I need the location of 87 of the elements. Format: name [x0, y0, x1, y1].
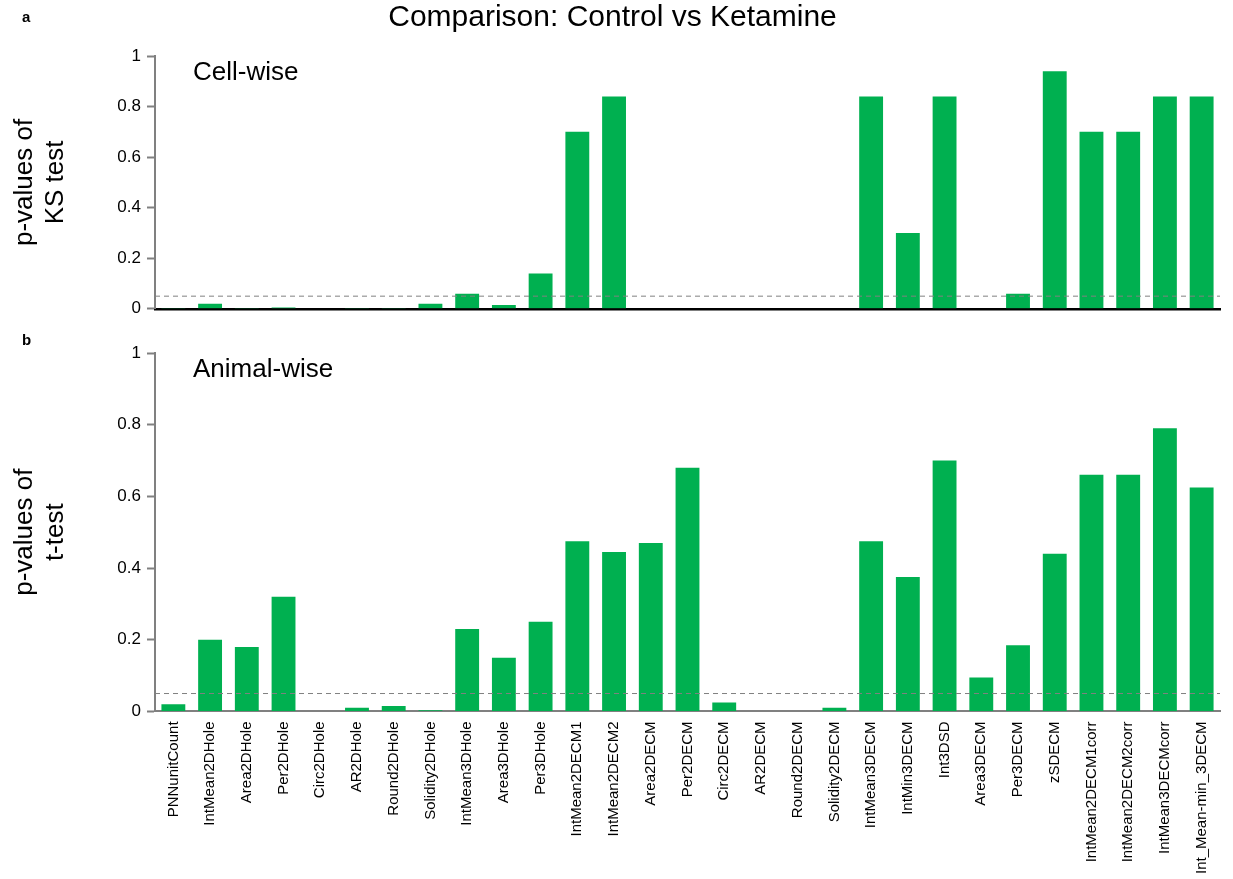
bar	[161, 704, 186, 711]
y-tick-label: 0	[131, 701, 141, 721]
text: b	[22, 330, 32, 348]
bar	[822, 707, 847, 711]
bar	[932, 96, 957, 309]
y-tick-label: 0.6	[117, 486, 141, 506]
x-tick-label: IntMean2DECM2	[604, 721, 622, 837]
y-tick-label: 0.8	[117, 96, 141, 116]
bar	[1189, 487, 1214, 711]
y-tick-label: 0	[131, 298, 141, 318]
bar	[455, 629, 480, 711]
bar	[1189, 96, 1214, 309]
bar	[602, 551, 626, 711]
bar	[1042, 71, 1067, 309]
bar	[565, 541, 590, 711]
bar	[859, 96, 884, 309]
x-tick-label: IntMean2DECM2corr	[1118, 721, 1136, 863]
bar	[1152, 96, 1177, 309]
bar	[1079, 131, 1104, 309]
x-tick-label: Round2DECM	[787, 721, 805, 819]
text: a	[22, 7, 31, 25]
bar	[712, 702, 737, 711]
x-tick-label: Solidity2DHole	[420, 721, 438, 820]
bar	[1116, 474, 1141, 711]
x-tick-label: Int_Mean-min_3DECM	[1191, 721, 1209, 875]
bar	[895, 577, 920, 711]
x-tick-label: PNNunitCount	[163, 720, 181, 818]
bar	[638, 542, 663, 711]
bar	[1116, 131, 1141, 309]
bar	[1079, 474, 1104, 711]
bar	[1042, 553, 1067, 711]
x-tick-label: Area3DHole	[494, 721, 512, 804]
bar	[455, 293, 480, 309]
x-tick-label: Per3DHole	[530, 721, 548, 795]
x-tick-label: IntMin3DECM	[897, 721, 915, 815]
x-tick-label: Circ2DECM	[714, 721, 732, 801]
x-tick-label: IntMean2DHole	[200, 721, 218, 826]
y-tick-label: 0.4	[117, 557, 141, 577]
x-tick-label: Per3DECM	[1008, 721, 1026, 798]
bar	[932, 460, 957, 711]
x-tick-label: Area2DHole	[236, 721, 254, 804]
x-tick-label: zSDECM	[1044, 721, 1062, 784]
y-tick-label: 0.8	[117, 414, 141, 434]
x-tick-label: AR2DECM	[751, 721, 769, 795]
bar	[969, 677, 994, 711]
x-tick-label: IntMean2DECM1corr	[1081, 721, 1099, 863]
y-tick-label: 0.4	[117, 197, 141, 217]
y-tick-label: 0.2	[117, 629, 141, 649]
x-tick-label: Area2DECM	[640, 721, 658, 806]
bar	[895, 232, 920, 309]
bar	[528, 273, 553, 309]
bar	[234, 646, 259, 711]
bar	[1006, 645, 1030, 711]
x-tick-label: IntMean2DECM1	[567, 721, 585, 837]
x-tick-label: Solidity2DECM	[824, 721, 842, 823]
bar	[602, 96, 626, 309]
y-axis-title: p-values of KS test	[7, 118, 69, 246]
x-tick-label: Per2DHole	[273, 721, 291, 795]
y-tick-label: 0.6	[117, 146, 141, 166]
y-tick-label: 0.2	[117, 247, 141, 267]
y-axis-title: p-values of t-test	[7, 467, 69, 596]
x-tick-label: Area3DECM	[971, 721, 989, 806]
x-tick-label: Round2DHole	[383, 721, 401, 816]
y-tick-label: 1	[131, 45, 141, 65]
x-tick-label: IntMean3DHole	[457, 721, 475, 826]
bar	[381, 706, 406, 711]
bar	[271, 596, 296, 711]
annotation: Cell-wise	[193, 56, 299, 87]
x-tick-label: Int3DSD	[934, 721, 952, 779]
bar	[565, 131, 590, 309]
annotation: Animal-wise	[193, 353, 334, 384]
bar	[1006, 293, 1030, 309]
x-tick-label: AR2DHole	[347, 721, 365, 793]
bar	[491, 657, 516, 711]
bar	[491, 305, 516, 309]
x-tick-label: IntMean3DECM	[861, 721, 879, 829]
bar	[859, 541, 884, 711]
bar	[198, 639, 223, 711]
bar	[675, 467, 700, 711]
bar	[528, 621, 553, 711]
x-tick-label: IntMean3DECMcorr	[1155, 721, 1173, 854]
x-tick-label: Circ2DHole	[310, 721, 328, 799]
y-tick-label: 1	[131, 342, 141, 362]
x-tick-label: Per2DECM	[677, 721, 695, 798]
chart-title: Comparison: Control vs Ketamine	[388, 0, 837, 33]
bar	[345, 707, 369, 711]
bar	[1152, 428, 1177, 711]
